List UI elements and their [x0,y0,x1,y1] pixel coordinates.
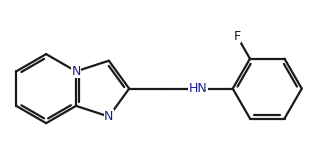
Text: N: N [104,110,114,123]
Text: N: N [71,65,81,78]
Text: F: F [233,30,241,43]
Text: HN: HN [189,82,208,95]
